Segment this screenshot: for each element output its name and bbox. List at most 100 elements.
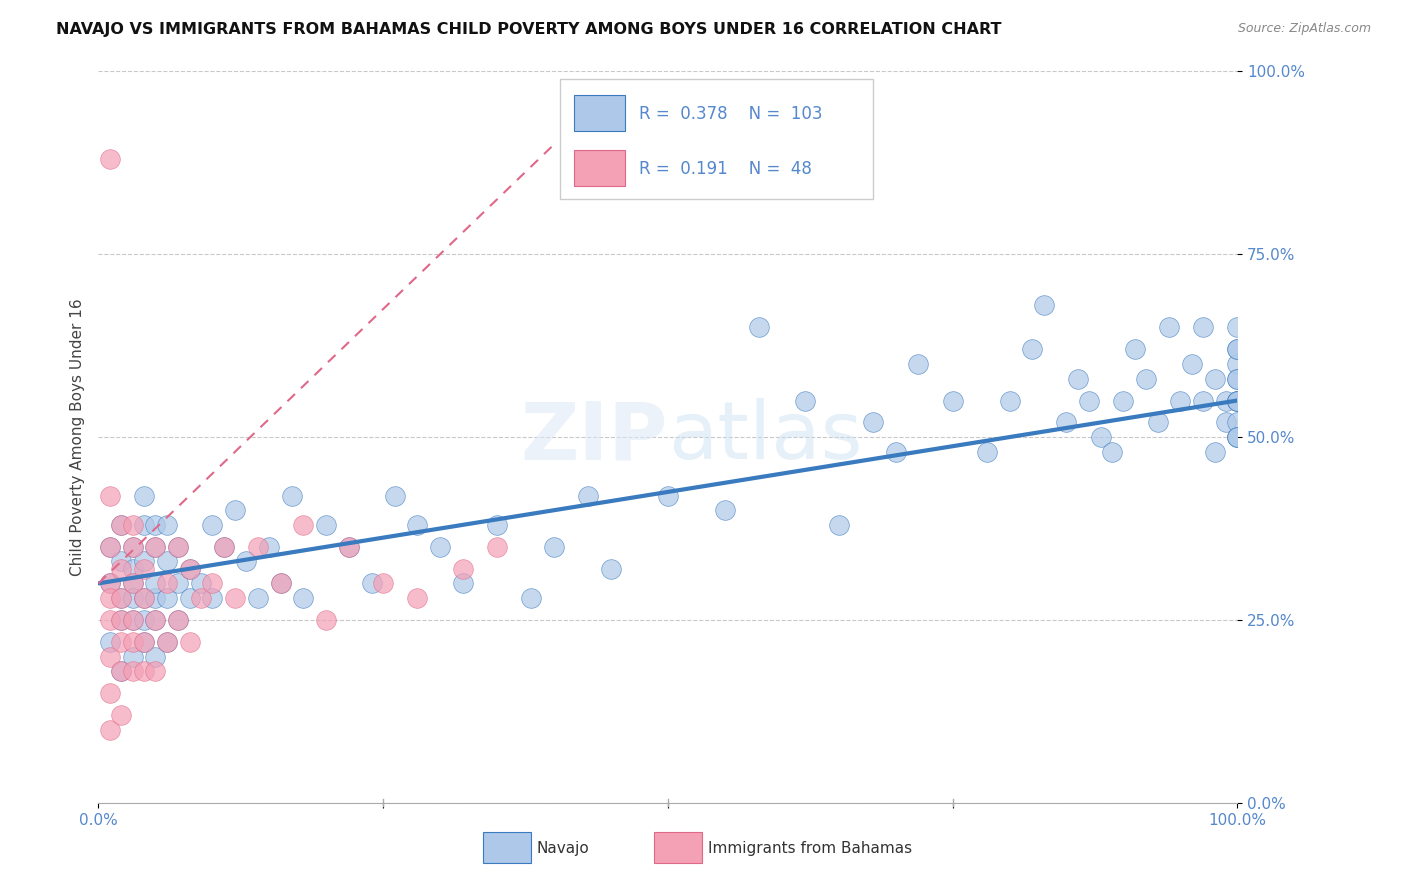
Point xyxy=(1032,298,1054,312)
Point xyxy=(1226,371,1249,385)
Point xyxy=(281,489,304,503)
Point xyxy=(132,635,155,649)
Point xyxy=(110,664,132,678)
Point xyxy=(145,540,167,554)
Point xyxy=(98,540,121,554)
Point xyxy=(1192,320,1215,334)
Point xyxy=(315,517,337,532)
Point xyxy=(714,503,737,517)
Point xyxy=(543,540,565,554)
Point xyxy=(121,613,143,627)
Point xyxy=(156,554,179,568)
Point xyxy=(1226,393,1249,408)
Point xyxy=(315,613,337,627)
Point xyxy=(156,576,179,591)
Point xyxy=(145,649,167,664)
Point xyxy=(190,576,212,591)
Point xyxy=(110,562,132,576)
Point xyxy=(1054,416,1078,430)
Point xyxy=(600,562,623,576)
Point xyxy=(132,635,155,649)
Point xyxy=(145,591,167,605)
Point xyxy=(121,517,143,532)
Point xyxy=(121,576,143,591)
Point xyxy=(110,613,132,627)
Text: NAVAJO VS IMMIGRANTS FROM BAHAMAS CHILD POVERTY AMONG BOYS UNDER 16 CORRELATION : NAVAJO VS IMMIGRANTS FROM BAHAMAS CHILD … xyxy=(56,22,1001,37)
Point xyxy=(110,591,132,605)
Point xyxy=(201,517,224,532)
Point xyxy=(1101,444,1123,458)
Text: atlas: atlas xyxy=(668,398,862,476)
Point xyxy=(110,708,132,723)
Point xyxy=(201,591,224,605)
Point xyxy=(406,591,429,605)
Point xyxy=(1226,357,1249,371)
Point xyxy=(1090,430,1112,444)
Point xyxy=(132,517,155,532)
Point xyxy=(179,562,201,576)
Point xyxy=(1215,393,1237,408)
Point xyxy=(246,591,269,605)
Point xyxy=(132,664,155,678)
Point xyxy=(110,613,132,627)
Point xyxy=(156,635,179,649)
Point xyxy=(179,635,201,649)
Point xyxy=(657,489,679,503)
Point xyxy=(292,591,315,605)
Point xyxy=(486,540,509,554)
Point xyxy=(1135,371,1157,385)
Point xyxy=(1226,320,1249,334)
Point xyxy=(1226,371,1249,385)
Point xyxy=(145,540,167,554)
Point xyxy=(1226,343,1249,357)
Point xyxy=(224,503,246,517)
Point xyxy=(98,591,121,605)
Point xyxy=(121,576,143,591)
Point xyxy=(121,635,143,649)
Point xyxy=(132,489,155,503)
Point xyxy=(145,613,167,627)
Point xyxy=(145,576,167,591)
FancyBboxPatch shape xyxy=(560,78,873,200)
Point xyxy=(132,591,155,605)
Point xyxy=(121,540,143,554)
Point xyxy=(1157,320,1180,334)
Point xyxy=(110,517,132,532)
FancyBboxPatch shape xyxy=(654,832,702,863)
Point xyxy=(145,613,167,627)
Point xyxy=(451,562,474,576)
Point xyxy=(1226,430,1249,444)
Point xyxy=(98,686,121,700)
Point xyxy=(520,591,543,605)
Point xyxy=(110,554,132,568)
Point xyxy=(212,540,235,554)
Point xyxy=(884,444,907,458)
Point xyxy=(110,664,132,678)
Point xyxy=(406,517,429,532)
Point xyxy=(167,540,190,554)
Point xyxy=(1112,393,1135,408)
Point xyxy=(1170,393,1192,408)
Point xyxy=(1226,393,1249,408)
Point xyxy=(1123,343,1146,357)
Point xyxy=(828,517,851,532)
Point xyxy=(201,576,224,591)
Point xyxy=(98,152,121,166)
Point xyxy=(337,540,360,554)
Point xyxy=(121,562,143,576)
Text: Immigrants from Bahamas: Immigrants from Bahamas xyxy=(707,840,912,855)
Point xyxy=(1226,393,1249,408)
Point xyxy=(121,649,143,664)
Point xyxy=(98,649,121,664)
Point xyxy=(384,489,406,503)
Point xyxy=(1226,343,1249,357)
Point xyxy=(360,576,382,591)
Point xyxy=(976,444,998,458)
FancyBboxPatch shape xyxy=(484,832,531,863)
Y-axis label: Child Poverty Among Boys Under 16: Child Poverty Among Boys Under 16 xyxy=(69,298,84,576)
Point xyxy=(167,576,190,591)
Point xyxy=(110,635,132,649)
Point xyxy=(292,517,315,532)
Point xyxy=(98,635,121,649)
Text: Navajo: Navajo xyxy=(537,840,589,855)
